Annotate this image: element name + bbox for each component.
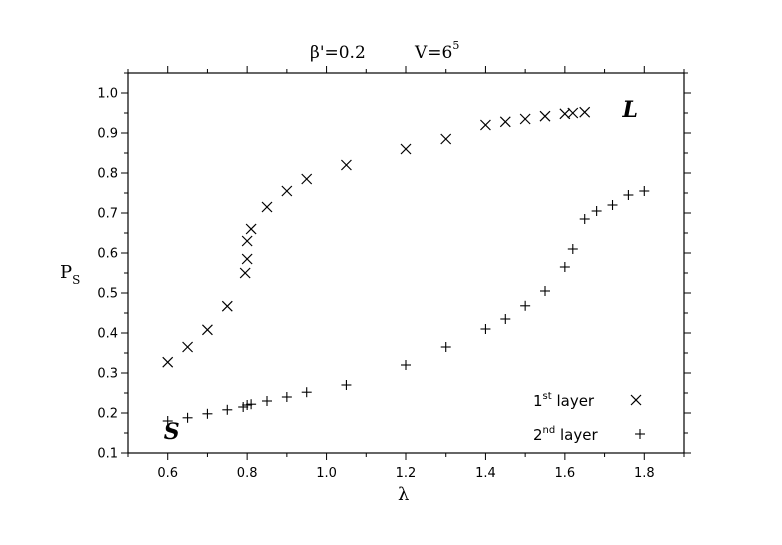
data-point-plus bbox=[559, 262, 570, 272]
data-point-x bbox=[567, 107, 579, 119]
y-tick-label: 0.2 bbox=[97, 407, 118, 422]
chart-title: β'=0.2 bbox=[310, 43, 366, 63]
y-tick-label: 0.8 bbox=[97, 167, 118, 182]
data-point-plus bbox=[591, 206, 602, 216]
legend-second-rest: layer bbox=[555, 426, 598, 444]
data-point-plus bbox=[301, 387, 312, 398]
data-point-x bbox=[499, 116, 511, 128]
data-point-x bbox=[519, 113, 531, 125]
legend-first-rest: layer bbox=[552, 392, 595, 410]
x-tick-label: 0.8 bbox=[237, 466, 258, 481]
data-point-x bbox=[162, 356, 174, 368]
data-point-x bbox=[301, 173, 313, 185]
legend-first-base: 1 bbox=[533, 392, 543, 410]
x-tick-label: 1.8 bbox=[634, 466, 655, 481]
chart-subtitle: V=65 bbox=[414, 39, 459, 63]
series-second-layer bbox=[162, 186, 650, 426]
y-tick-label: 0.4 bbox=[97, 327, 118, 342]
y-tick-label: 0.7 bbox=[97, 207, 118, 222]
region-label-s: S bbox=[164, 419, 180, 445]
chart-subtitle-exponent: 5 bbox=[452, 39, 459, 52]
plot-frame bbox=[127, 72, 685, 454]
data-point-x bbox=[202, 324, 213, 336]
region-annotations: LS bbox=[164, 97, 638, 445]
data-point-x bbox=[241, 235, 253, 247]
data-point-plus bbox=[281, 392, 292, 402]
y-tick-label: 0.6 bbox=[97, 247, 118, 262]
data-point-plus bbox=[579, 214, 590, 224]
y-tick-label: 1.0 bbox=[97, 87, 118, 102]
region-label-l: L bbox=[621, 97, 637, 123]
legend-label-first-layer: 1st layer bbox=[533, 391, 595, 410]
series-first-layer bbox=[162, 106, 591, 368]
data-point-x bbox=[539, 110, 551, 122]
data-point-x bbox=[182, 341, 193, 353]
data-point-plus bbox=[440, 342, 451, 352]
x-tick-label: 1.0 bbox=[316, 466, 337, 481]
data-point-plus bbox=[162, 416, 173, 426]
y-tick-labels: 0.1 0.2 0.3 0.4 0.5 0.6 0.7 0.8 0.9 1.0 bbox=[97, 87, 118, 462]
x-tick-label: 1.4 bbox=[475, 466, 496, 481]
data-point-plus bbox=[639, 186, 650, 196]
x-tick-label: 1.2 bbox=[396, 466, 417, 481]
x-tick-labels: 0.6 0.8 1.0 1.2 1.4 1.6 1.8 bbox=[157, 466, 654, 481]
data-point-plus bbox=[222, 404, 233, 415]
data-point-plus bbox=[520, 300, 531, 311]
x-tick-label: 0.6 bbox=[157, 466, 178, 481]
y-axis-label: PS bbox=[60, 262, 80, 287]
y-axis-label-base: P bbox=[60, 262, 72, 283]
chart-subtitle-base: V=6 bbox=[414, 43, 452, 63]
data-point-plus bbox=[401, 360, 411, 370]
y-tick-label: 0.9 bbox=[97, 127, 118, 142]
data-point-x bbox=[579, 106, 591, 118]
y-tick-label: 0.3 bbox=[97, 367, 118, 382]
data-point-plus bbox=[540, 286, 550, 296]
legend: 1st layer 2nd layer bbox=[533, 391, 645, 444]
data-point-plus bbox=[262, 396, 272, 406]
data-point-plus bbox=[238, 402, 249, 412]
data-point-x bbox=[341, 159, 352, 171]
data-point-x bbox=[480, 119, 491, 131]
data-point-x bbox=[440, 133, 452, 145]
axis-ticks bbox=[121, 66, 691, 460]
legend-marker-plus bbox=[635, 429, 645, 439]
data-point-plus bbox=[202, 408, 213, 419]
data-point-plus bbox=[607, 200, 618, 210]
data-point-plus bbox=[182, 412, 193, 423]
data-point-plus bbox=[500, 314, 511, 324]
data-point-x bbox=[400, 143, 412, 155]
y-tick-label: 0.1 bbox=[97, 447, 118, 462]
legend-label-second-layer: 2nd layer bbox=[533, 425, 598, 444]
x-tick-label: 1.6 bbox=[555, 466, 576, 481]
data-point-x bbox=[261, 201, 273, 213]
legend-x-symbol bbox=[630, 394, 642, 406]
legend-second-sup: nd bbox=[543, 425, 556, 436]
legend-second-base: 2 bbox=[533, 426, 543, 444]
y-tick-label: 0.5 bbox=[97, 287, 118, 302]
data-point-x bbox=[281, 185, 293, 197]
data-point-plus bbox=[480, 324, 491, 334]
data-point-x bbox=[239, 267, 251, 279]
data-point-x bbox=[241, 253, 253, 265]
legend-first-sup: st bbox=[543, 391, 552, 402]
chart-title-group: β'=0.2 V=65 bbox=[310, 39, 459, 63]
data-point-plus bbox=[242, 400, 253, 410]
legend-plus-symbol bbox=[635, 429, 645, 439]
data-point-plus bbox=[623, 190, 634, 200]
data-point-x bbox=[221, 300, 233, 312]
data-point-x bbox=[245, 223, 257, 235]
y-axis-label-subscript: S bbox=[72, 273, 80, 287]
x-axis-label: λ bbox=[398, 484, 409, 505]
legend-marker-x bbox=[630, 394, 642, 406]
data-point-plus bbox=[341, 380, 352, 390]
data-point-plus bbox=[567, 244, 578, 254]
data-point-plus bbox=[246, 399, 257, 410]
